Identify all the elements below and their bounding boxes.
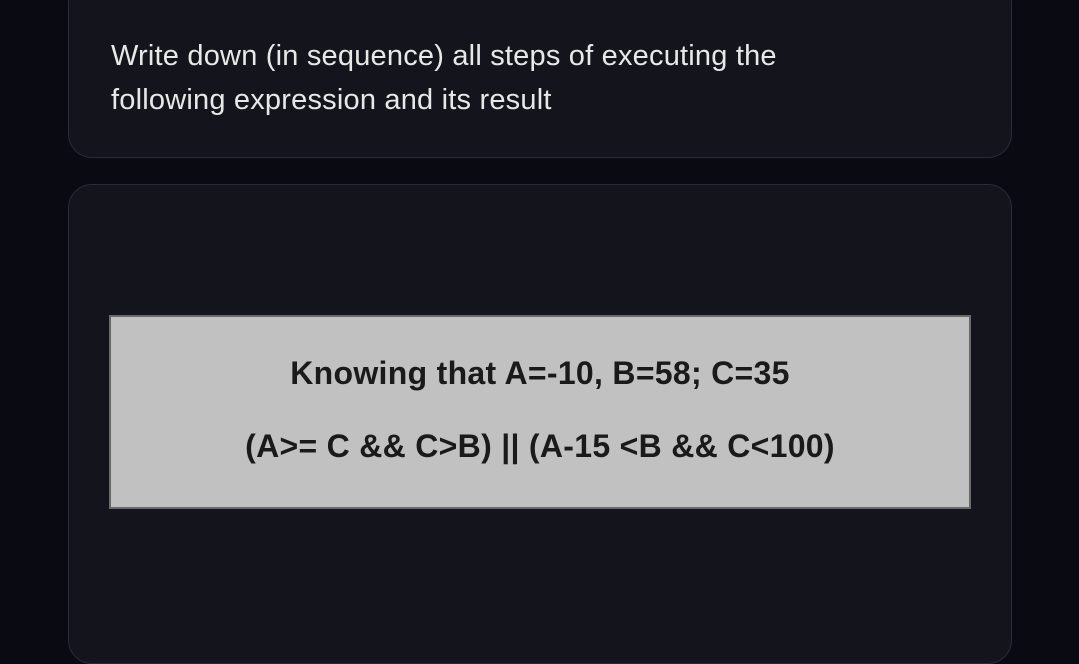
question-line-1: Write down (in sequence) all steps of ex… — [111, 40, 777, 72]
given-values: Knowing that A=-10, B=58; C=35 — [141, 355, 939, 392]
question-text: Write down (in sequence) all steps of ex… — [111, 35, 969, 122]
problem-card: Knowing that A=-10, B=58; C=35 (A>= C &&… — [68, 184, 1012, 664]
question-card: Write down (in sequence) all steps of ex… — [68, 0, 1012, 158]
expression: (A>= C && C>B) || (A-15 <B && C<100) — [141, 428, 939, 465]
problem-inner-box: Knowing that A=-10, B=58; C=35 (A>= C &&… — [109, 315, 971, 509]
question-line-2: following expression and its result — [111, 84, 552, 116]
